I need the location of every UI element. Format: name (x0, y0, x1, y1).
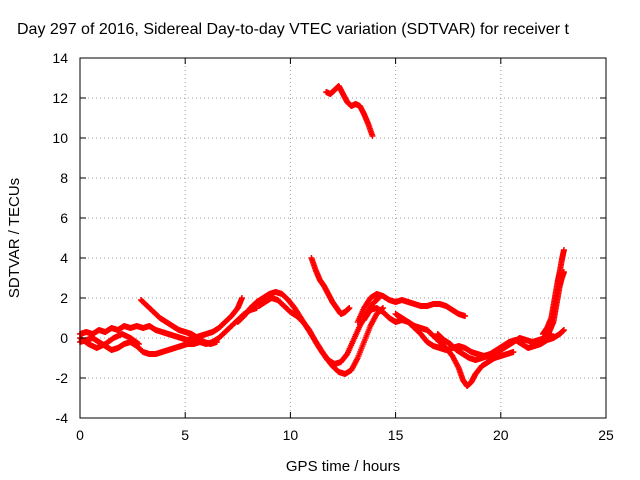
data-point (510, 349, 517, 355)
data-series (77, 83, 567, 389)
x-tick-label: 25 (598, 427, 614, 443)
series-arc11 (392, 311, 567, 359)
y-tick-label: 4 (60, 250, 68, 266)
data-point (560, 327, 567, 333)
series-arc8 (323, 83, 376, 139)
data-point (134, 340, 141, 347)
grid-lines (80, 58, 606, 418)
data-point (560, 247, 567, 253)
x-tick-label: 5 (181, 427, 189, 443)
x-tick-label: 0 (76, 427, 84, 443)
y-axis-label: SDTVAR / TECUs (6, 178, 23, 298)
data-point (213, 339, 220, 345)
y-tick-label: 12 (52, 90, 68, 106)
axis-ticks: 0 5 10 15 20 25 -4 -2 0 2 4 6 8 10 12 14 (52, 50, 614, 443)
data-point (560, 269, 567, 275)
x-tick-label: 15 (388, 427, 404, 443)
data-point (462, 313, 469, 319)
data-point (369, 133, 376, 139)
y-tick-label: 14 (52, 50, 68, 66)
series-arc9 (354, 291, 469, 325)
series-arc14 (529, 269, 567, 349)
x-tick-label: 20 (493, 427, 509, 443)
y-tick-label: 8 (60, 170, 68, 186)
y-tick-label: -4 (56, 410, 69, 426)
y-tick-label: 0 (60, 330, 68, 346)
series-arc7 (308, 255, 353, 317)
plot-frame (79, 57, 607, 419)
y-tick-label: 2 (60, 290, 68, 306)
series-arc4 (77, 331, 142, 351)
y-tick-label: 10 (52, 130, 68, 146)
series-arc12 (434, 331, 555, 363)
y-tick-label: 6 (60, 210, 68, 226)
data-point (135, 341, 142, 347)
chart-title: Day 297 of 2016, Sidereal Day-to-day VTE… (17, 21, 569, 38)
data-point (239, 295, 246, 301)
x-axis-label: GPS time / hours (286, 458, 400, 475)
x-tick-label: 10 (283, 427, 299, 443)
series-arc3 (138, 297, 220, 347)
y-tick-label: -2 (56, 370, 69, 386)
data-point (346, 305, 353, 311)
